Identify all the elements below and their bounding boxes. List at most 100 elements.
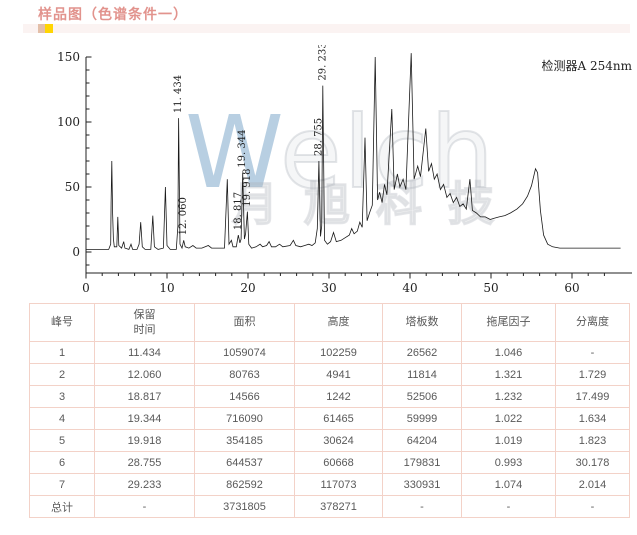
column-header: 面积: [194, 303, 295, 342]
row-label: 2: [29, 363, 95, 386]
peak-label: 29. 233: [317, 45, 328, 81]
title-band: [23, 24, 630, 33]
table-cell: 30624: [294, 429, 383, 452]
table-cell: 1.019: [461, 429, 556, 452]
row-label: 5: [29, 429, 95, 452]
table-cell: 1.321: [461, 363, 556, 386]
table-cell: 1.634: [555, 407, 630, 430]
x-tick-label: 10: [159, 281, 174, 295]
column-header: 保留 时间: [94, 303, 195, 342]
chromatogram-plot: 0 50 100 150 0 10 20 30 40 50 60 11. 434 12. 060 18. …: [57, 45, 633, 295]
row-label: 4: [29, 407, 95, 430]
row-label: 6: [29, 451, 95, 474]
table-cell: 179831: [382, 451, 462, 474]
table-cell: 28.755: [94, 451, 195, 474]
table-cell: 14566: [194, 385, 295, 408]
table-cell: 644537: [194, 451, 295, 474]
x-tick-label: 20: [240, 281, 255, 295]
table-cell: 26562: [382, 341, 462, 364]
table-row: 1 11.434 1059074 102259 26562 1.046-: [29, 341, 630, 364]
table-cell: 862592: [194, 473, 295, 496]
x-tick-label: 50: [483, 281, 498, 295]
x-tick-label: 0: [82, 281, 90, 295]
table-cell: 330931: [382, 473, 462, 496]
table-cell: 1.022: [461, 407, 556, 430]
peak-label: 11. 434: [173, 75, 184, 113]
table-cell: -: [555, 341, 630, 364]
table-cell: 117073: [294, 473, 383, 496]
table-row: 3 18.817 14566 1242 52506 1.232 17.499: [29, 385, 630, 408]
band-pink-square: [38, 24, 45, 33]
y-tick-label: 0: [72, 245, 80, 259]
table-cell: 80763: [194, 363, 295, 386]
table-cell: -: [94, 495, 195, 518]
peak-table: 峰号 保留 时间 面积 高度 塔板数 拖尾因子 分离度 1 11.434 1059074 1022…: [29, 303, 630, 518]
table-cell: 1.074: [461, 473, 556, 496]
table-cell: 30.178: [555, 451, 630, 474]
column-header: 峰号: [29, 303, 95, 342]
table-cell: 61465: [294, 407, 383, 430]
table-cell: 2.014: [555, 473, 630, 496]
table-cell: -: [382, 495, 462, 518]
table-cell: 18.817: [94, 385, 195, 408]
table-cell: 1.729: [555, 363, 630, 386]
row-label: 总计: [29, 495, 95, 518]
table-cell: -: [461, 495, 556, 518]
table-cell: 1059074: [194, 341, 295, 364]
peak-label: 19. 344: [237, 130, 248, 168]
column-header: 拖尾因子: [461, 303, 556, 342]
table-cell: 11.434: [94, 341, 195, 364]
table-cell: 12.060: [94, 363, 195, 386]
table-cell: 29.233: [94, 473, 195, 496]
y-tick-label: 100: [57, 115, 80, 129]
table-cell: 19.344: [94, 407, 195, 430]
x-tick-label: 30: [321, 281, 336, 295]
table-cell: 64204: [382, 429, 462, 452]
table-cell: -: [555, 495, 630, 518]
peak-label: 18. 817: [233, 192, 244, 230]
chromatogram: Welch 月旭科技 0 50 100 150 0 10 20 30 40 50 60 11. 434…: [0, 45, 637, 303]
table-cell: 1.232: [461, 385, 556, 408]
table-cell: 3731805: [194, 495, 295, 518]
table-row: 总计 -3731805 378271- - -: [29, 495, 630, 518]
y-tick-label: 150: [57, 50, 80, 64]
band-yellow-square: [45, 24, 53, 33]
table-cell: 378271: [294, 495, 383, 518]
table-row: 2 12.060 80763 4941 11814 1.321 1.729: [29, 363, 630, 386]
table-cell: 102259: [294, 341, 383, 364]
table-cell: 0.993: [461, 451, 556, 474]
row-label: 3: [29, 385, 95, 408]
table-cell: 52506: [382, 385, 462, 408]
table-cell: 59999: [382, 407, 462, 430]
peak-label: 12. 060: [178, 197, 189, 235]
x-tick-label: 40: [402, 281, 417, 295]
table-header-row: 峰号 保留 时间 面积 高度 塔板数 拖尾因子 分离度: [29, 303, 630, 342]
detector-label: 检测器A 254nm: [542, 58, 633, 73]
table-cell: 4941: [294, 363, 383, 386]
table-cell: 354185: [194, 429, 295, 452]
table-cell: 17.499: [555, 385, 630, 408]
table-row: 6 28.755 644537 60668 179831 0.993 30.178: [29, 451, 630, 474]
table-cell: 716090: [194, 407, 295, 430]
peak-table-body: 1 11.434 1059074 102259 26562 1.046-2 12.060 80…: [29, 341, 630, 518]
y-tick-label: 50: [65, 180, 80, 194]
table-row: 5 19.918 354185 30624 64204 1.019 1.823: [29, 429, 630, 452]
table-row: 7 29.233 862592 117073 330931 1.074 2.014: [29, 473, 630, 496]
table-cell: 1.823: [555, 429, 630, 452]
column-header: 高度: [294, 303, 383, 342]
table-cell: 1242: [294, 385, 383, 408]
row-label: 7: [29, 473, 95, 496]
table-cell: 1.046: [461, 341, 556, 364]
row-label: 1: [29, 341, 95, 364]
chromatogram-trace: [86, 53, 621, 250]
peak-table-header: 峰号 保留 时间 面积 高度 塔板数 拖尾因子 分离度: [29, 303, 630, 342]
column-header: 塔板数: [382, 303, 462, 342]
peak-label: 28. 755: [313, 118, 324, 156]
x-tick-label: 60: [564, 281, 579, 295]
peak-label: 19. 918: [242, 169, 253, 207]
column-header: 分离度: [555, 303, 630, 342]
page-title: 样品图（色谱条件一）: [38, 6, 188, 22]
table-cell: 11814: [382, 363, 462, 386]
table-cell: 60668: [294, 451, 383, 474]
table-row: 4 19.344 716090 61465 59999 1.022 1.634: [29, 407, 630, 430]
